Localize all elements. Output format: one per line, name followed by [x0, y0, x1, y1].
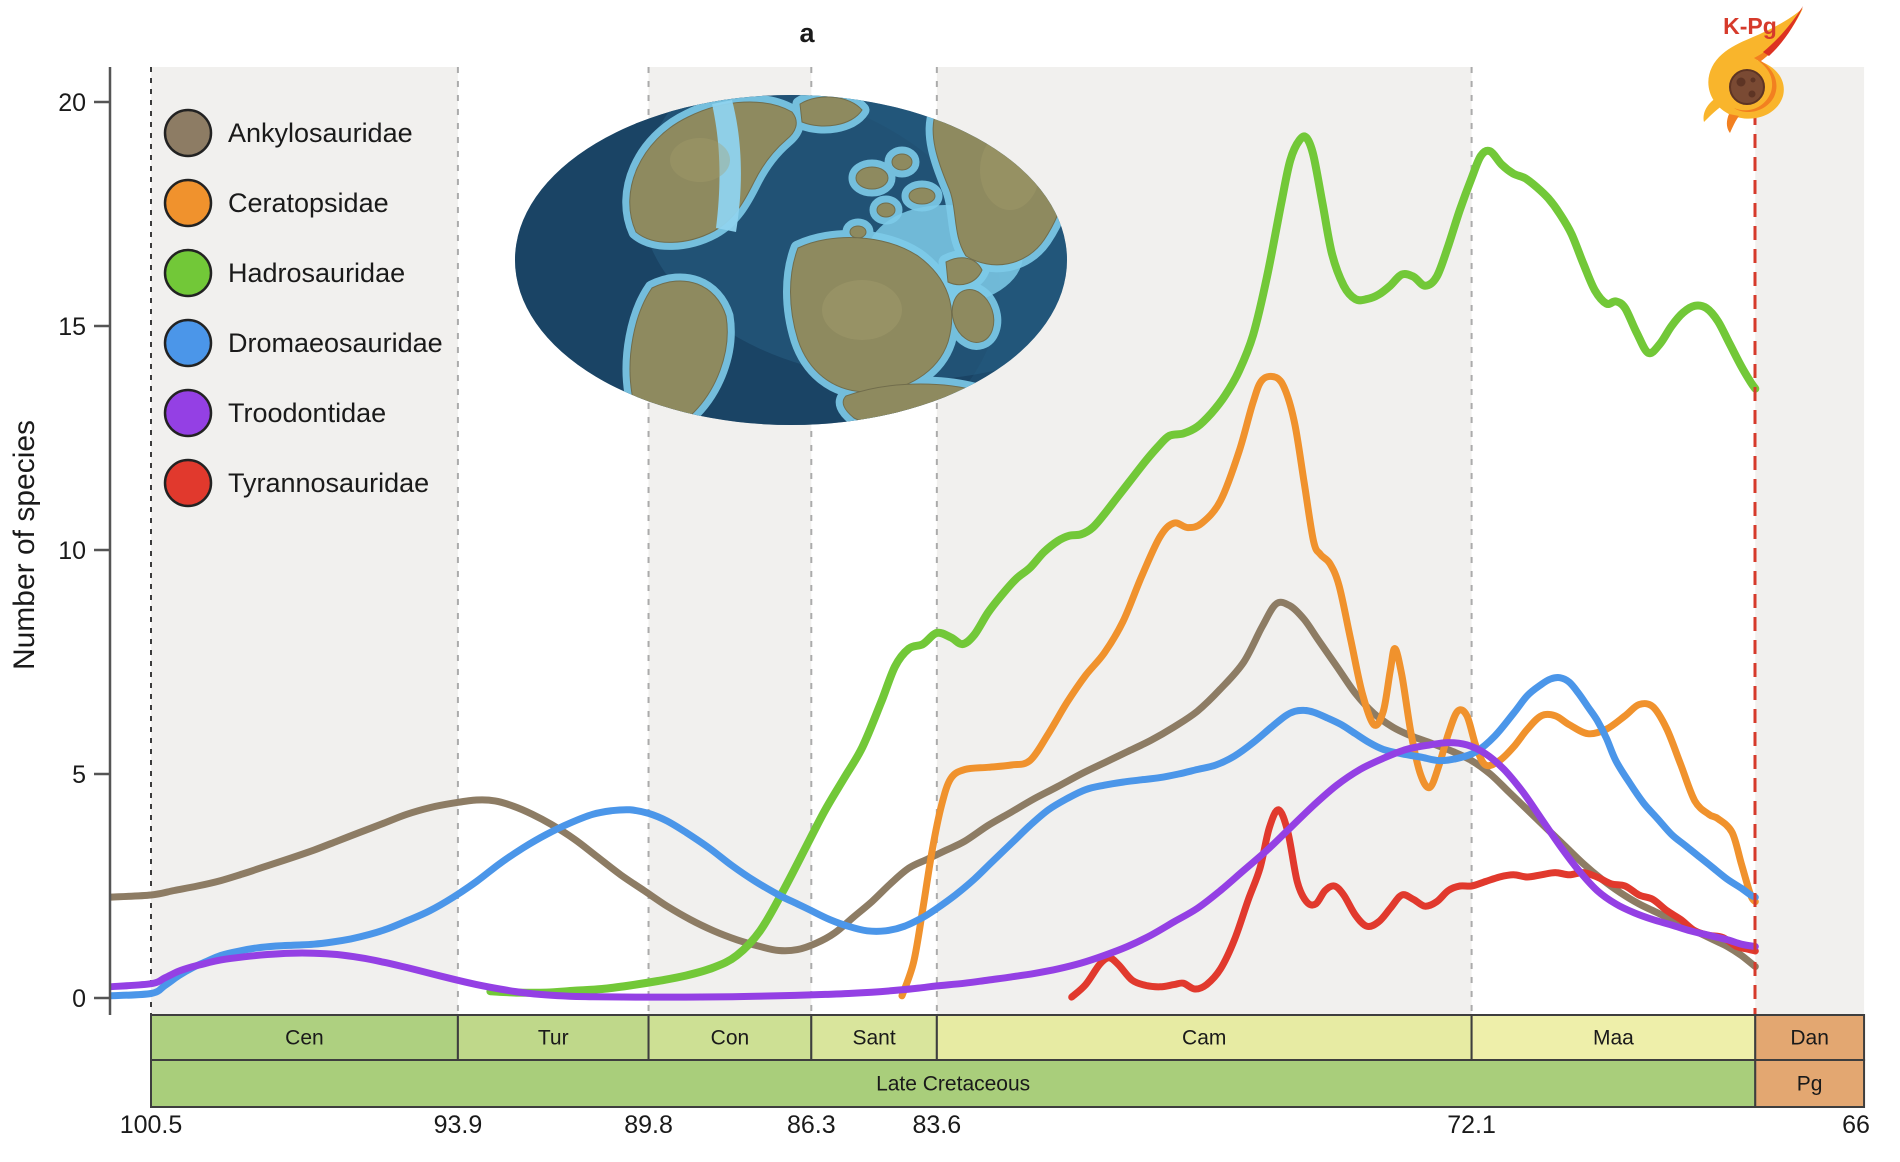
y-axis: 0 5 10 15 20: [58, 67, 112, 1015]
hadrosauridae-swatch-icon: [163, 248, 213, 298]
legend-item-label: Hadrosauridae: [228, 258, 405, 288]
ankylosauridae-swatch-icon: [163, 108, 213, 158]
x-tick-label: 89.8: [624, 1111, 673, 1139]
x-tick-label: 72.1: [1447, 1111, 1496, 1139]
y-tick-label: 20: [58, 89, 86, 117]
legend-item-label: Tyrannosauridae: [228, 468, 429, 498]
stage-label: Cam: [1182, 1027, 1226, 1050]
kpg-label: K-Pg: [1723, 13, 1777, 39]
legend-item: Tyrannosauridae: [163, 458, 429, 508]
y-tick-label: 15: [58, 313, 86, 341]
legend-item-label: Ceratopsidae: [228, 188, 389, 218]
legend-item: Ankylosauridae: [163, 108, 413, 158]
series-troodontidae: [110, 739, 1759, 1001]
stage-label: Tur: [538, 1027, 569, 1050]
legend-item-label: Dromaeosauridae: [228, 328, 443, 358]
legend: Ankylosauridae Ceratopsidae Hadrosaurida…: [163, 108, 443, 508]
stage-label: Dan: [1790, 1027, 1829, 1050]
stage-cell-tur: [456, 1014, 650, 1061]
stage-label: Con: [711, 1027, 750, 1050]
series-dromaeosauridae: [110, 674, 1759, 1000]
series-hadrosauridae: [486, 132, 1760, 997]
y-tick-label: 10: [58, 537, 86, 565]
page-title: a: [799, 18, 815, 48]
epoch-label: Late Cretaceous: [876, 1073, 1030, 1096]
epoch-label: Pg: [1797, 1073, 1823, 1096]
stage-label: Maa: [1593, 1027, 1634, 1050]
x-tick-label: 66: [1842, 1111, 1870, 1139]
y-tick-label: 0: [72, 985, 86, 1013]
species-curves: [110, 132, 1760, 1001]
comet-icon: [1703, 6, 1803, 133]
stage-cell-dan: [1754, 1014, 1866, 1061]
series-ceratopsidae: [898, 372, 1759, 1000]
epoch-cell-late-cretaceous: [150, 1059, 1757, 1108]
y-axis-label: Number of species: [8, 420, 41, 670]
stage-cell-cam: [935, 1014, 1473, 1061]
y-tick-label: 5: [72, 761, 86, 789]
x-tick-label: 83.6: [913, 1111, 962, 1139]
legend-item: Dromaeosauridae: [163, 318, 443, 368]
epoch-cell-pg: [1754, 1059, 1866, 1108]
geologic-time-scale: Cen Tur Con Sant Cam Maa Dan Late Cretaceous Pg: [150, 1014, 1866, 1108]
legend-item: Troodontidae: [163, 388, 386, 438]
legend-item-label: Troodontidae: [228, 398, 386, 428]
shaded-band-dan: [1755, 67, 1865, 1015]
stage-label: Cen: [285, 1027, 324, 1050]
x-tick-label: 86.3: [787, 1111, 836, 1139]
x-tick-label: 93.9: [434, 1111, 483, 1139]
legend-item: Hadrosauridae: [163, 248, 405, 298]
legend-item: Ceratopsidae: [163, 178, 389, 228]
tyrannosauridae-swatch-icon: [163, 458, 213, 508]
series-tyrannosauridae: [1068, 806, 1759, 1001]
x-tick-label: 100.5: [120, 1111, 183, 1139]
stage-cell-sant: [810, 1014, 938, 1061]
legend-item-label: Ankylosauridae: [228, 118, 413, 148]
troodontidae-swatch-icon: [163, 388, 213, 438]
stage-label: Sant: [852, 1027, 895, 1050]
stage-cell-maa: [1470, 1014, 1757, 1061]
dromaeosauridae-swatch-icon: [163, 318, 213, 368]
ceratopsidae-swatch-icon: [163, 178, 213, 228]
axis-tick-labels: 100.5 93.9 89.8 86.3 83.6 72.1 66: [120, 1111, 1870, 1139]
series-ankylosauridae: [110, 598, 1759, 971]
